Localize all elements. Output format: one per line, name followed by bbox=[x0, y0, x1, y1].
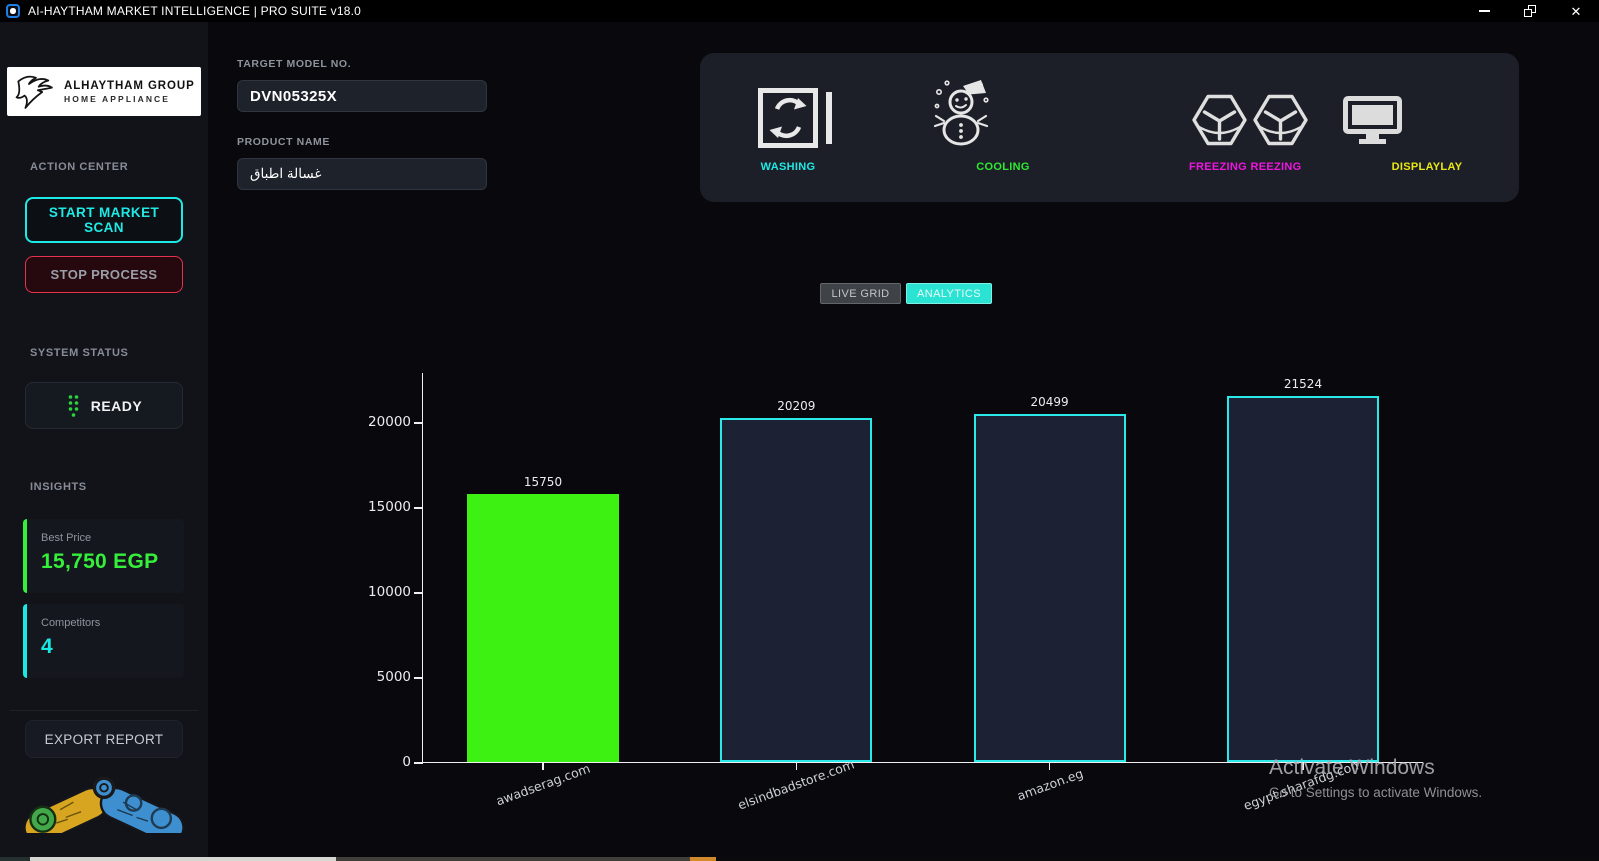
action-center-label: ACTION CENTER bbox=[30, 161, 129, 173]
status-value: READY bbox=[90, 397, 143, 414]
eagle-logo-icon bbox=[15, 75, 53, 109]
feature-label-displaylay: DISPLAYLAY bbox=[1391, 161, 1463, 173]
y-axis-tick-label: 0 bbox=[402, 754, 411, 770]
system-status-box: READY bbox=[25, 382, 183, 429]
watermark-line1: Activate Windows bbox=[1269, 756, 1435, 779]
insights-label: INSIGHTS bbox=[30, 481, 87, 493]
bar-value-label: 20499 bbox=[1030, 394, 1069, 409]
status-dots-icon bbox=[68, 394, 79, 417]
bar-value-label: 20209 bbox=[777, 399, 816, 414]
sidebar: ALHAYTHAM GROUP HOME APPLIANCE ACTION CE… bbox=[0, 22, 208, 861]
main-content: TARGET MODEL NO. PRODUCT NAME WASHING bbox=[208, 22, 1599, 857]
feature-label-freezing: FREEZING bbox=[1188, 161, 1247, 173]
bar-amazon.eg bbox=[973, 413, 1126, 762]
start-market-scan-button[interactable]: START MARKET SCAN bbox=[25, 197, 183, 243]
footprint-logo-icon bbox=[23, 776, 185, 833]
y-axis-tick-label: 5000 bbox=[376, 668, 411, 685]
title-bar: AI-HAYTHAM MARKET INTELLIGENCE | PRO SUI… bbox=[0, 0, 1599, 22]
feature-panel: WASHING COOLING bbox=[700, 53, 1519, 202]
stop-process-button[interactable]: STOP PROCESS bbox=[25, 256, 183, 293]
competitors-value: 4 bbox=[41, 635, 53, 658]
window-controls: ✕ bbox=[1461, 0, 1599, 22]
ice-cube-icon bbox=[1192, 94, 1247, 146]
ice-cube-icon bbox=[1253, 94, 1308, 146]
tab-analytics[interactable]: ANALYTICS bbox=[906, 283, 992, 304]
best-price-card: Best Price 15,750 EGP bbox=[23, 519, 184, 593]
product-name-label: PRODUCT NAME bbox=[237, 136, 330, 148]
x-axis-tick bbox=[795, 762, 798, 770]
taskbar-segment bbox=[336, 857, 690, 861]
system-status-label: SYSTEM STATUS bbox=[30, 347, 129, 359]
minimize-icon bbox=[1478, 10, 1490, 12]
window-title: AI-HAYTHAM MARKET INTELLIGENCE | PRO SUI… bbox=[28, 4, 362, 18]
washing-machine-icon bbox=[758, 88, 832, 148]
bar-elsindbadstore.com bbox=[720, 418, 873, 762]
price-comparison-chart: 0 5000 10000 15000 20000 15750 awadserag.com 20… bbox=[368, 373, 1423, 813]
taskbar-edge bbox=[0, 857, 1599, 861]
y-axis-tick bbox=[414, 422, 423, 424]
taskbar-segment bbox=[690, 857, 716, 861]
logo-line1: ALHAYTHAM GROUP bbox=[64, 79, 195, 92]
taskbar-segment bbox=[30, 857, 336, 861]
best-price-value: 15,750 EGP bbox=[41, 550, 159, 573]
y-axis-tick bbox=[414, 507, 423, 509]
snowman-icon bbox=[933, 80, 989, 146]
model-no-input[interactable] bbox=[237, 80, 487, 112]
restore-button[interactable] bbox=[1507, 0, 1553, 22]
app-icon bbox=[6, 4, 20, 18]
sidebar-divider bbox=[10, 710, 198, 711]
monitor-icon bbox=[1343, 96, 1402, 144]
feature-label-reezing: REEZING bbox=[1250, 161, 1302, 173]
taskbar-segment bbox=[0, 857, 30, 861]
y-axis-tick bbox=[414, 592, 423, 594]
x-axis-tick bbox=[542, 762, 544, 770]
bar-awadserag.com bbox=[467, 494, 619, 762]
feature-label-cooling: COOLING bbox=[976, 161, 1030, 173]
y-axis-tick-label: 15000 bbox=[368, 498, 411, 515]
best-price-label: Best Price bbox=[41, 532, 92, 544]
product-name-input[interactable] bbox=[237, 158, 487, 190]
bar-value-label: 21524 bbox=[1283, 377, 1323, 392]
restore-icon bbox=[1524, 5, 1536, 17]
x-axis-tick bbox=[1302, 762, 1304, 770]
competitors-label: Competitors bbox=[41, 617, 101, 629]
model-no-label: TARGET MODEL NO. bbox=[237, 58, 352, 70]
company-logo: ALHAYTHAM GROUP HOME APPLIANCE bbox=[7, 67, 201, 116]
minimize-button[interactable] bbox=[1461, 0, 1507, 22]
close-icon: ✕ bbox=[1570, 3, 1582, 19]
logo-line2: HOME APPLIANCE bbox=[64, 93, 171, 104]
tab-live-grid[interactable]: LIVE GRID bbox=[820, 283, 901, 304]
y-axis-tick bbox=[414, 677, 423, 679]
feature-label-washing: WASHING bbox=[760, 161, 816, 173]
y-axis-tick-label: 20000 bbox=[368, 413, 411, 430]
y-axis-tick bbox=[414, 762, 423, 764]
bar-egypt.sharafdg.com bbox=[1227, 396, 1379, 762]
watermark-line2: Go to Settings to activate Windows. bbox=[1269, 785, 1483, 800]
activate-windows-watermark: Activate Windows Go to Settings to activ… bbox=[1269, 756, 1482, 800]
y-axis-tick-label: 10000 bbox=[368, 583, 411, 600]
x-axis-tick bbox=[1048, 762, 1051, 770]
bar-value-label: 15750 bbox=[523, 475, 563, 490]
close-button[interactable]: ✕ bbox=[1553, 0, 1599, 22]
chart-plot-area: 0 5000 10000 15000 20000 15750 awadserag.com 20… bbox=[368, 373, 1423, 813]
export-report-button[interactable]: EXPORT REPORT bbox=[25, 720, 183, 758]
competitors-card: Competitors 4 bbox=[23, 604, 184, 678]
